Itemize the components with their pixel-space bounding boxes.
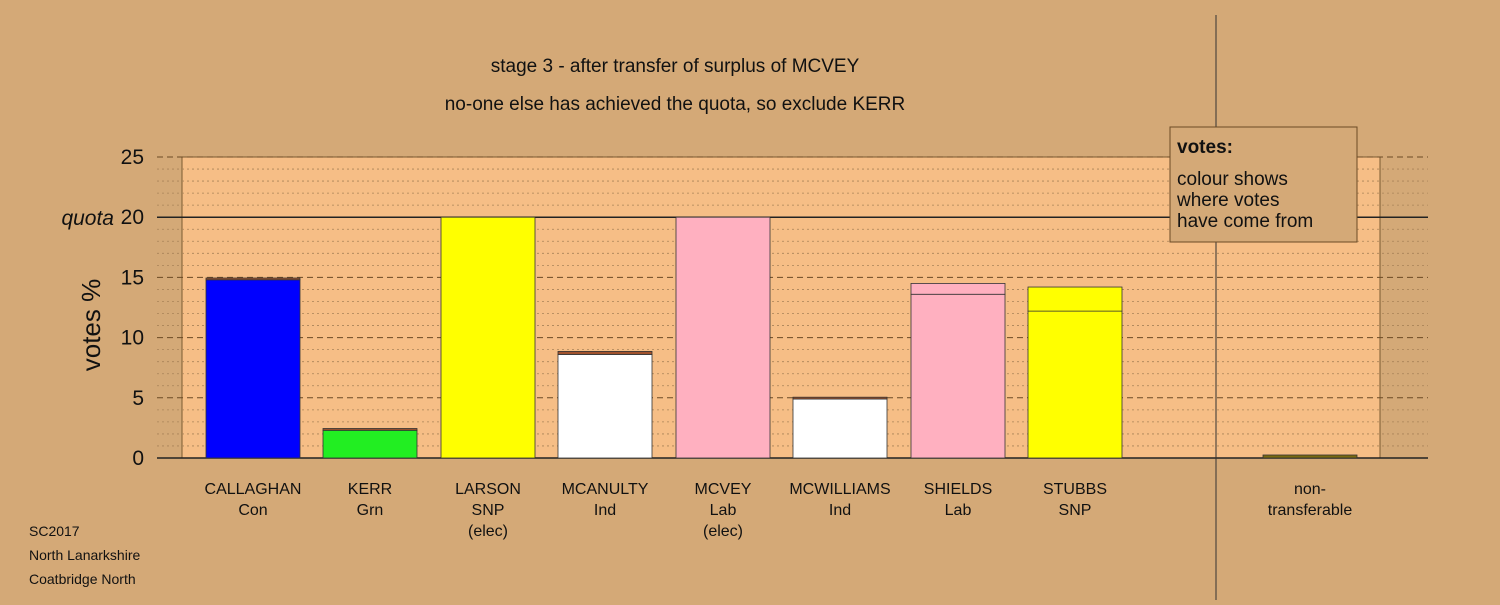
legend-heading: votes:	[1177, 137, 1233, 158]
x-label-name: CALLAGHAN	[205, 481, 302, 498]
bar-segment	[557, 354, 653, 459]
y-axis-label: votes %	[76, 279, 106, 372]
bar-segment	[792, 398, 888, 459]
bar-segment	[792, 396, 888, 400]
x-label-name: MCANULTY	[562, 481, 649, 498]
x-label-party: Lab	[945, 502, 972, 519]
legend-line: where votes	[1176, 190, 1279, 211]
bar-segment	[557, 351, 653, 355]
y-axis: 0 5 10 15 20 25	[121, 146, 144, 470]
x-label-name: KERR	[348, 481, 392, 498]
bar-segment	[1027, 310, 1123, 459]
x-label-party: SNP	[472, 502, 505, 519]
x-label-note: (elec)	[468, 523, 508, 540]
bar-larson	[440, 216, 536, 459]
legend-line: colour shows	[1177, 169, 1288, 190]
bar-mcvey	[675, 216, 771, 459]
bar-segment	[205, 277, 301, 281]
x-label-party: Ind	[594, 502, 616, 519]
footer-labels: SC2017 North Lanarkshire Coatbridge Nort…	[29, 523, 140, 587]
bar-segment	[440, 216, 536, 459]
bars	[205, 216, 1358, 459]
footer-council: North Lanarkshire	[29, 547, 140, 563]
bar-segment	[322, 429, 418, 459]
bar-kerr	[322, 428, 418, 459]
y-tick-label: 25	[121, 146, 144, 169]
x-label-name: STUBBS	[1043, 481, 1107, 498]
legend-line: have come from	[1177, 211, 1313, 232]
x-label-party: Con	[238, 502, 267, 519]
bar-callaghan	[205, 277, 301, 459]
y-tick-label: 15	[121, 266, 144, 289]
x-label-party: Ind	[829, 502, 851, 519]
x-label-name: MCVEY	[695, 481, 752, 498]
chart-title: stage 3 - after transfer of surplus of M…	[491, 56, 860, 77]
x-label-name: SHIELDS	[924, 481, 992, 498]
x-label-name: LARSON	[455, 481, 521, 498]
y-tick-label: 10	[121, 327, 144, 350]
x-label-party: Lab	[710, 502, 737, 519]
bar-segment	[910, 283, 1006, 295]
x-label-party: Grn	[357, 502, 384, 519]
x-label-party: transferable	[1268, 502, 1353, 519]
bar-shields	[910, 283, 1006, 459]
quota-label: quota	[61, 207, 114, 230]
bar-stubbs	[1027, 286, 1123, 459]
legend-frame	[1169, 126, 1358, 243]
bar-segment	[322, 428, 418, 431]
x-label-name: non-	[1294, 481, 1326, 498]
legend-box: votes: colour shows where votes have com…	[1169, 126, 1358, 243]
bar-mcanulty	[557, 351, 653, 459]
bar-non	[1262, 454, 1358, 459]
x-axis-labels: CALLAGHAN Con KERR Grn LARSON SNP (elec) MCANUL…	[205, 481, 1353, 540]
bar-segment	[910, 293, 1006, 459]
footer-ward: Coatbridge North	[29, 571, 136, 587]
bar-segment	[1027, 286, 1123, 312]
bar-mcwilliams	[792, 396, 888, 459]
bar-segment	[675, 216, 771, 459]
bar-segment	[205, 279, 301, 459]
y-tick-label: 0	[132, 447, 144, 470]
bar-segment	[1262, 454, 1358, 459]
footer-election: SC2017	[29, 523, 80, 539]
x-label-name: MCWILLIAMS	[789, 481, 890, 498]
x-label-party: SNP	[1059, 502, 1092, 519]
chart-subtitle: no-one else has achieved the quota, so e…	[445, 94, 906, 115]
y-tick-label: 5	[132, 387, 144, 410]
x-label-note: (elec)	[703, 523, 743, 540]
y-tick-label: 20	[121, 206, 144, 229]
